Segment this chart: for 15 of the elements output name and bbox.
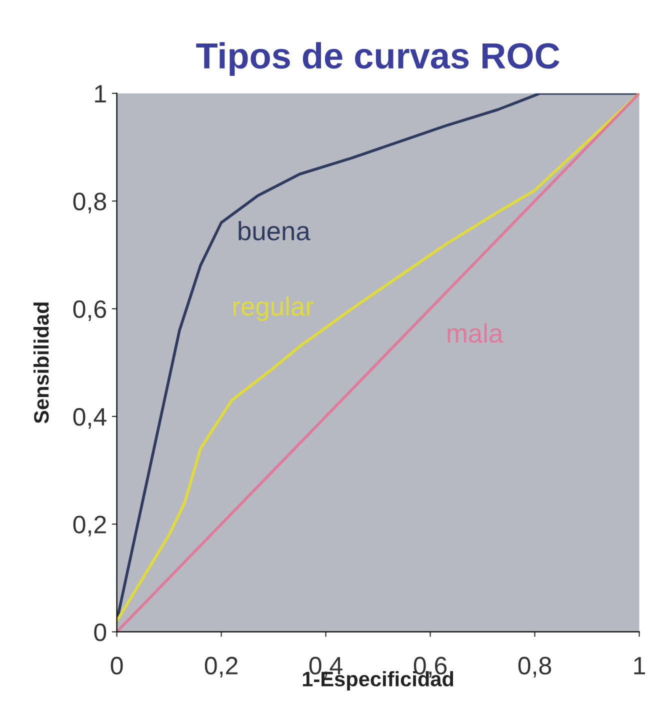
x-tick-label: 0,8	[518, 656, 552, 678]
x-tick-label: 1	[634, 657, 645, 674]
y-tick-label: 0	[94, 623, 106, 642]
y-tick-label: 0,6	[73, 300, 106, 321]
y-tick-label: 1	[95, 85, 106, 102]
x-tick-label: 0,2	[204, 656, 238, 678]
series-label: regular	[234, 296, 314, 322]
y-tick-label: 0,4	[73, 408, 106, 429]
chart-title: Tipos de curvas ROC	[196, 42, 560, 76]
x-tick-label: 0	[110, 656, 123, 675]
y-axis-title: Sensibilidad	[33, 302, 49, 424]
series-label: buena	[238, 221, 310, 240]
series-label: mala	[448, 323, 504, 343]
y-tick-label: 0,2	[73, 516, 106, 536]
y-tick-label: 0,8	[73, 192, 106, 214]
